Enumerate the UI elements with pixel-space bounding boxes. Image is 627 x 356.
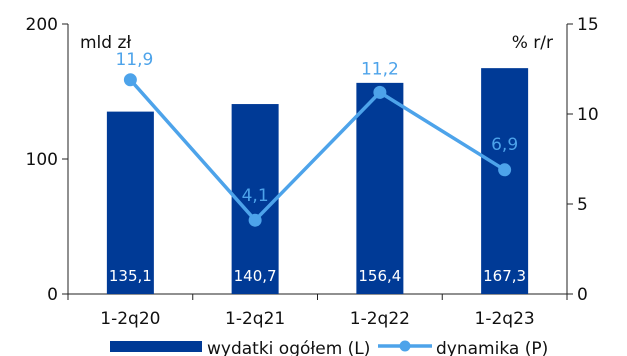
left-tick-label: 0 [47, 285, 58, 305]
line-value-label: 4,1 [242, 186, 269, 206]
bar-value-label: 140,7 [234, 267, 277, 285]
category-label: 1-2q21 [225, 309, 285, 329]
right-axis-unit: % r/r [512, 33, 553, 53]
line-point [373, 85, 387, 99]
line-point [498, 163, 512, 177]
legend-line-label: dynamika (P) [436, 339, 548, 356]
bar-value-label: 135,1 [109, 267, 152, 285]
right-tick-label: 5 [577, 195, 588, 215]
category-label: 1-2q20 [100, 309, 160, 329]
left-axis-unit: mld zł [80, 33, 131, 53]
legend-bar-label: wydatki ogółem (L) [207, 339, 370, 356]
bar [481, 68, 529, 295]
bars [106, 68, 529, 295]
right-tick-label: 15 [577, 15, 599, 35]
bar [356, 82, 404, 294]
bar-value-label: 167,3 [483, 267, 526, 285]
legend-bar-swatch [110, 341, 202, 352]
category-label: 1-2q23 [475, 309, 535, 329]
bar-value-label: 156,4 [358, 267, 401, 285]
left-tick-label: 100 [26, 150, 58, 170]
legend-line-marker [399, 340, 411, 352]
line-point [123, 73, 137, 87]
legend: wydatki ogółem (L) dynamika (P) [110, 339, 548, 356]
bar [106, 111, 154, 295]
right-tick-label: 10 [577, 105, 599, 125]
line-value-label: 11,2 [361, 59, 399, 79]
line-path [129, 78, 506, 222]
line-value-label: 6,9 [491, 135, 518, 155]
line-series [123, 73, 512, 227]
bar [231, 104, 279, 295]
category-label: 1-2q22 [350, 309, 410, 329]
labels: 135,1 140,7 156,4 167,3 11,9 4,1 11,2 6,9 [109, 50, 526, 285]
line-value-label: 11,9 [115, 50, 153, 70]
left-tick-label: 200 [26, 15, 58, 35]
line-point [248, 213, 262, 227]
axes: 0 100 200 0 5 10 15 mld zł % r/r 1-2q20 1-2q21 1-2q… [26, 15, 599, 329]
right-tick-label: 0 [577, 285, 588, 305]
